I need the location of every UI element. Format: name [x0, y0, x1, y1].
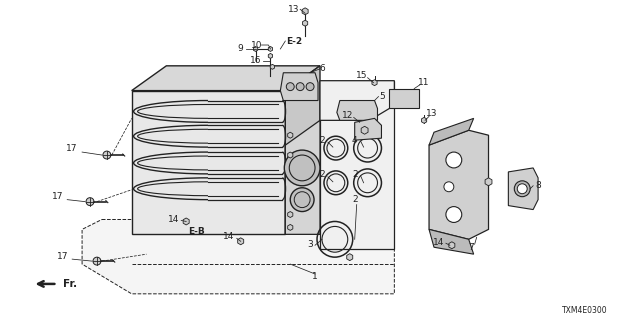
Text: 2: 2 [352, 170, 358, 180]
Polygon shape [355, 118, 381, 140]
Polygon shape [288, 224, 293, 230]
Polygon shape [280, 73, 318, 100]
Circle shape [284, 150, 320, 186]
Text: 8: 8 [535, 181, 541, 190]
Circle shape [444, 182, 454, 192]
Polygon shape [449, 242, 455, 249]
Text: 9: 9 [238, 44, 244, 53]
Text: 14: 14 [433, 238, 445, 247]
Polygon shape [320, 81, 394, 120]
Polygon shape [429, 130, 488, 239]
Text: 14: 14 [168, 215, 179, 224]
Text: 17: 17 [67, 144, 78, 153]
Text: 16: 16 [250, 56, 261, 65]
Text: 13: 13 [426, 109, 438, 118]
Polygon shape [389, 89, 419, 108]
Polygon shape [429, 118, 474, 145]
Polygon shape [288, 152, 293, 158]
Polygon shape [82, 220, 394, 294]
Text: 12: 12 [342, 111, 353, 120]
Text: 3: 3 [307, 240, 313, 249]
Polygon shape [270, 64, 275, 69]
Text: 6: 6 [319, 64, 325, 73]
Text: 14: 14 [223, 232, 234, 241]
Text: 15: 15 [356, 71, 367, 80]
Polygon shape [302, 8, 308, 15]
Circle shape [515, 181, 530, 197]
Circle shape [446, 207, 461, 222]
Polygon shape [237, 238, 244, 245]
Text: 17: 17 [56, 252, 68, 261]
Polygon shape [285, 66, 320, 234]
Text: 13: 13 [287, 5, 299, 14]
Text: 7: 7 [468, 243, 474, 252]
Circle shape [86, 198, 94, 206]
Text: 17: 17 [52, 192, 63, 201]
Polygon shape [288, 132, 293, 138]
Text: TXM4E0300: TXM4E0300 [562, 306, 607, 315]
Polygon shape [132, 91, 285, 234]
Polygon shape [337, 100, 378, 120]
Text: 5: 5 [380, 92, 385, 101]
Polygon shape [508, 168, 538, 210]
Polygon shape [485, 178, 492, 186]
Polygon shape [422, 117, 427, 123]
Circle shape [296, 83, 304, 91]
Text: 2: 2 [319, 136, 324, 145]
Circle shape [93, 257, 101, 265]
Polygon shape [268, 53, 273, 58]
Circle shape [103, 151, 111, 159]
Circle shape [306, 83, 314, 91]
Polygon shape [429, 229, 474, 254]
Circle shape [291, 188, 314, 212]
Polygon shape [372, 80, 377, 86]
Circle shape [446, 152, 461, 168]
Text: 11: 11 [419, 78, 430, 87]
Circle shape [517, 184, 527, 194]
Polygon shape [268, 46, 273, 52]
Text: Fr.: Fr. [63, 279, 77, 289]
Text: 1: 1 [312, 272, 318, 282]
Text: 10: 10 [251, 41, 262, 50]
Polygon shape [320, 81, 394, 249]
Text: 2: 2 [352, 195, 358, 204]
Polygon shape [253, 46, 258, 52]
Circle shape [286, 83, 294, 91]
Polygon shape [132, 66, 320, 91]
Polygon shape [303, 20, 308, 26]
Text: E-B: E-B [188, 227, 204, 236]
Text: E-2: E-2 [286, 36, 302, 45]
Text: 4: 4 [352, 136, 358, 145]
Polygon shape [183, 218, 189, 225]
Polygon shape [285, 120, 320, 234]
Polygon shape [288, 212, 293, 218]
Polygon shape [361, 126, 368, 134]
Text: 2: 2 [319, 170, 324, 180]
Polygon shape [347, 254, 353, 260]
